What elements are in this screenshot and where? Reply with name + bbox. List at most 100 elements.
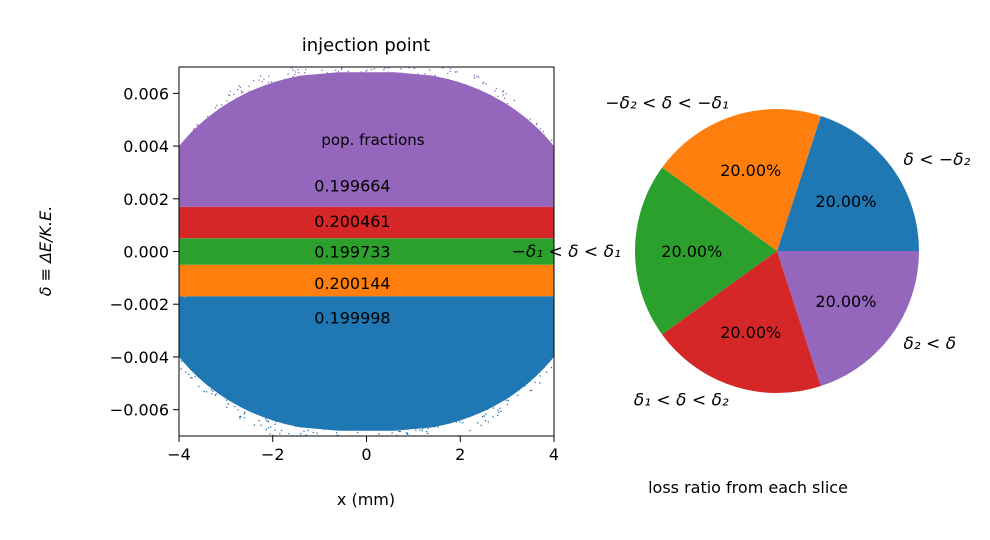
scatter-point bbox=[538, 162, 540, 165]
scatter-point bbox=[305, 68, 307, 71]
scatter-point bbox=[208, 147, 210, 149]
scatter-point bbox=[209, 344, 212, 346]
x-tick-label: 0 bbox=[361, 445, 371, 464]
scatter-point bbox=[467, 98, 469, 100]
scatter-point bbox=[213, 129, 216, 131]
scatter-point bbox=[323, 85, 325, 87]
scatter-point bbox=[271, 88, 274, 90]
scatter-point bbox=[367, 77, 369, 79]
scatter-point bbox=[253, 120, 255, 122]
scatter-point bbox=[288, 433, 290, 435]
scatter-point bbox=[207, 358, 210, 361]
scatter-point bbox=[321, 69, 323, 71]
scatter-point bbox=[181, 146, 183, 148]
scatter-point bbox=[307, 78, 309, 80]
scatter-point bbox=[225, 116, 227, 118]
scatter-point bbox=[540, 365, 542, 367]
scatter-point bbox=[539, 365, 542, 367]
scatter-point bbox=[187, 149, 189, 151]
scatter-point bbox=[332, 422, 334, 424]
scatter-point bbox=[204, 135, 206, 137]
scatter-point bbox=[325, 73, 327, 75]
scatter-point bbox=[266, 420, 268, 422]
scatter-point bbox=[505, 390, 507, 393]
scatter-point bbox=[223, 377, 225, 379]
scatter-point bbox=[487, 405, 489, 407]
scatter-point bbox=[235, 97, 238, 99]
scatter-point bbox=[214, 114, 216, 116]
scatter-point bbox=[180, 360, 183, 362]
scatter-point bbox=[274, 411, 276, 413]
scatter-point bbox=[531, 336, 533, 338]
scatter-point bbox=[542, 192, 545, 194]
scatter-point bbox=[382, 88, 384, 90]
scatter-point bbox=[358, 85, 360, 88]
scatter-point bbox=[497, 409, 499, 411]
scatter-point bbox=[222, 127, 224, 130]
scatter-point bbox=[245, 376, 247, 378]
scatter-point bbox=[546, 175, 548, 177]
scatter-point bbox=[539, 355, 541, 357]
scatter-point bbox=[506, 403, 508, 406]
scatter-point bbox=[189, 153, 191, 156]
scatter-point bbox=[268, 75, 270, 77]
scatter-point bbox=[469, 429, 471, 432]
scatter-point bbox=[212, 380, 215, 383]
scatter-point bbox=[551, 139, 553, 141]
scatter-point bbox=[305, 434, 307, 436]
scatter-point bbox=[420, 413, 423, 415]
scatter-point bbox=[445, 89, 447, 91]
scatter-point bbox=[234, 371, 237, 373]
pie-slice-label-3: δ₁ < δ < δ₂ bbox=[634, 391, 729, 411]
scatter-point bbox=[190, 151, 192, 153]
scatter-point bbox=[328, 86, 330, 88]
scatter-point bbox=[180, 248, 182, 250]
scatter-point bbox=[180, 272, 182, 274]
scatter-point bbox=[531, 389, 533, 391]
scatter-point bbox=[384, 67, 386, 69]
scatter-point bbox=[418, 83, 420, 86]
scatter-point bbox=[308, 84, 310, 86]
scatter-point bbox=[551, 305, 553, 307]
scatter-point bbox=[256, 97, 258, 99]
scatter-point bbox=[347, 414, 349, 417]
scatter-point bbox=[511, 119, 513, 121]
scatter-point bbox=[287, 73, 289, 75]
scatter-point bbox=[425, 76, 428, 78]
scatter-point bbox=[468, 394, 470, 396]
scatter-point bbox=[464, 91, 466, 93]
scatter-point bbox=[478, 402, 480, 404]
scatter-point bbox=[529, 118, 531, 120]
pie-pct-label-0: 20.00% bbox=[815, 192, 876, 211]
scatter-point bbox=[487, 421, 489, 423]
scatter-point bbox=[518, 373, 520, 375]
scatter-point bbox=[532, 350, 534, 353]
scatter-point bbox=[232, 391, 234, 393]
scatter-point bbox=[417, 73, 419, 75]
scatter-point bbox=[524, 351, 526, 353]
scatter-point bbox=[508, 111, 510, 113]
scatter-point bbox=[472, 397, 474, 399]
scatter-point bbox=[447, 411, 449, 413]
scatter-point bbox=[370, 77, 372, 79]
scatter-point bbox=[362, 81, 364, 83]
scatter-point bbox=[207, 142, 209, 145]
scatter-point bbox=[191, 190, 193, 192]
scatter-point bbox=[226, 100, 228, 102]
scatter-band-3 bbox=[179, 206, 554, 239]
scatter-point bbox=[535, 124, 538, 126]
scatter-point bbox=[466, 408, 468, 410]
scatter-point bbox=[349, 86, 351, 88]
scatter-point bbox=[434, 426, 436, 428]
scatter-point bbox=[467, 89, 470, 91]
scatter-point bbox=[264, 405, 266, 407]
scatter-point bbox=[180, 208, 182, 210]
scatter-point bbox=[265, 111, 267, 113]
scatter-point bbox=[198, 158, 200, 160]
scatter-point bbox=[183, 330, 185, 332]
scatter-point bbox=[216, 381, 218, 383]
scatter-point bbox=[216, 120, 218, 122]
scatter-point bbox=[505, 140, 507, 142]
scatter-point bbox=[508, 376, 510, 379]
scatter-point bbox=[281, 407, 283, 409]
